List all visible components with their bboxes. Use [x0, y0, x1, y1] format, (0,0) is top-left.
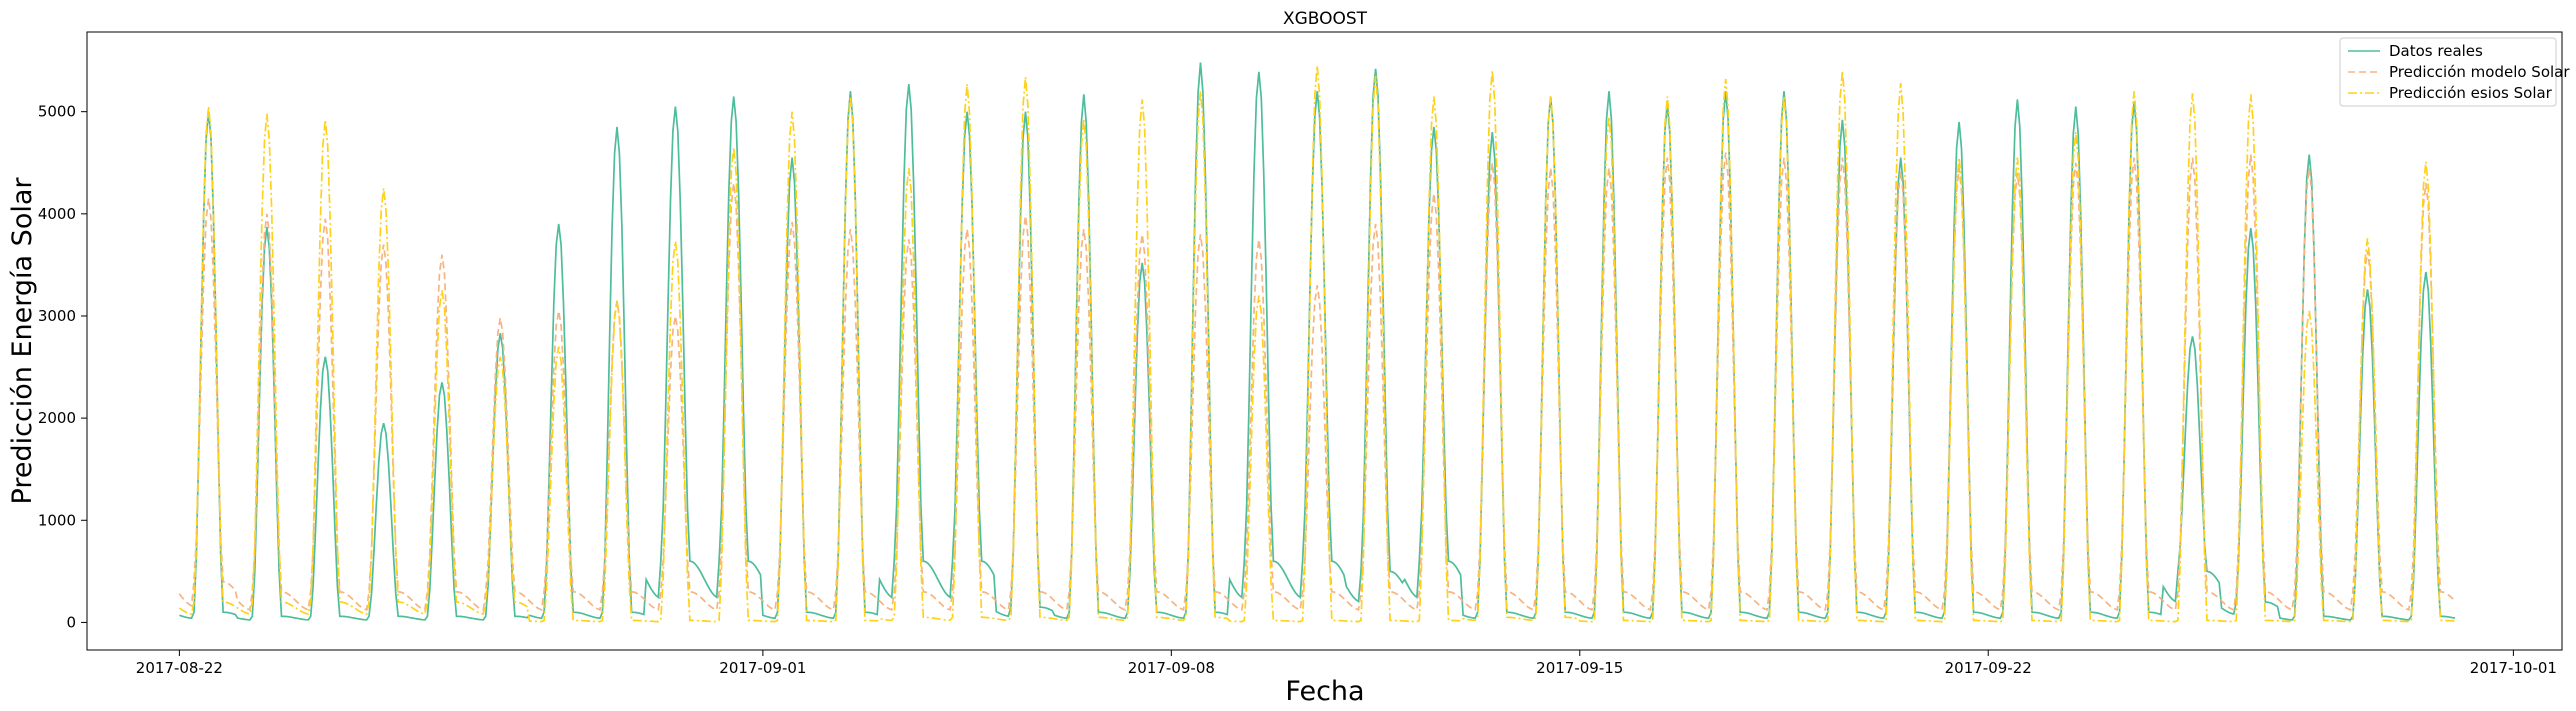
y-axis-title: Predicción Energía Solar — [7, 177, 38, 505]
legend: Datos reales Predicción modelo Solar Pre… — [2339, 37, 2570, 107]
plot-frame — [86, 31, 2563, 651]
y-axis-ticks: 0 1000 2000 3000 4000 5000 — [38, 103, 87, 631]
legend-box — [2339, 37, 2557, 107]
chart-title: XGBOOST — [1283, 9, 1368, 29]
y-tick-label: 5000 — [38, 103, 76, 121]
x-axis-ticks: 2017-08-22 2017-09-01 2017-09-08 2017-09-15… — [136, 650, 2557, 677]
x-tick-label: 2017-09-22 — [1945, 659, 2032, 677]
series-lines — [178, 62, 2456, 623]
x-tick-label: 2017-10-01 — [2470, 659, 2557, 677]
y-tick-label: 3000 — [38, 307, 76, 325]
y-tick-label: 2000 — [38, 409, 76, 427]
legend-label-prediccion-modelo-solar: Predicción modelo Solar — [2389, 63, 2570, 81]
y-tick-label: 4000 — [38, 205, 76, 223]
x-tick-label: 2017-09-15 — [1536, 659, 1623, 677]
x-tick-label: 2017-08-22 — [136, 659, 223, 677]
x-axis-title: Fecha — [1285, 676, 1364, 707]
series-line-2 — [178, 65, 2456, 623]
x-tick-label: 2017-09-08 — [1128, 659, 1215, 677]
legend-label-datos-reales: Datos reales — [2389, 42, 2483, 60]
y-tick-label: 1000 — [38, 511, 76, 529]
series-line-0 — [179, 62, 2456, 621]
y-tick-label: 0 — [66, 613, 76, 631]
series-line-1 — [178, 152, 2456, 611]
legend-label-prediccion-esios-solar: Predicción esios Solar — [2389, 84, 2553, 102]
x-tick-label: 2017-09-01 — [719, 659, 806, 677]
